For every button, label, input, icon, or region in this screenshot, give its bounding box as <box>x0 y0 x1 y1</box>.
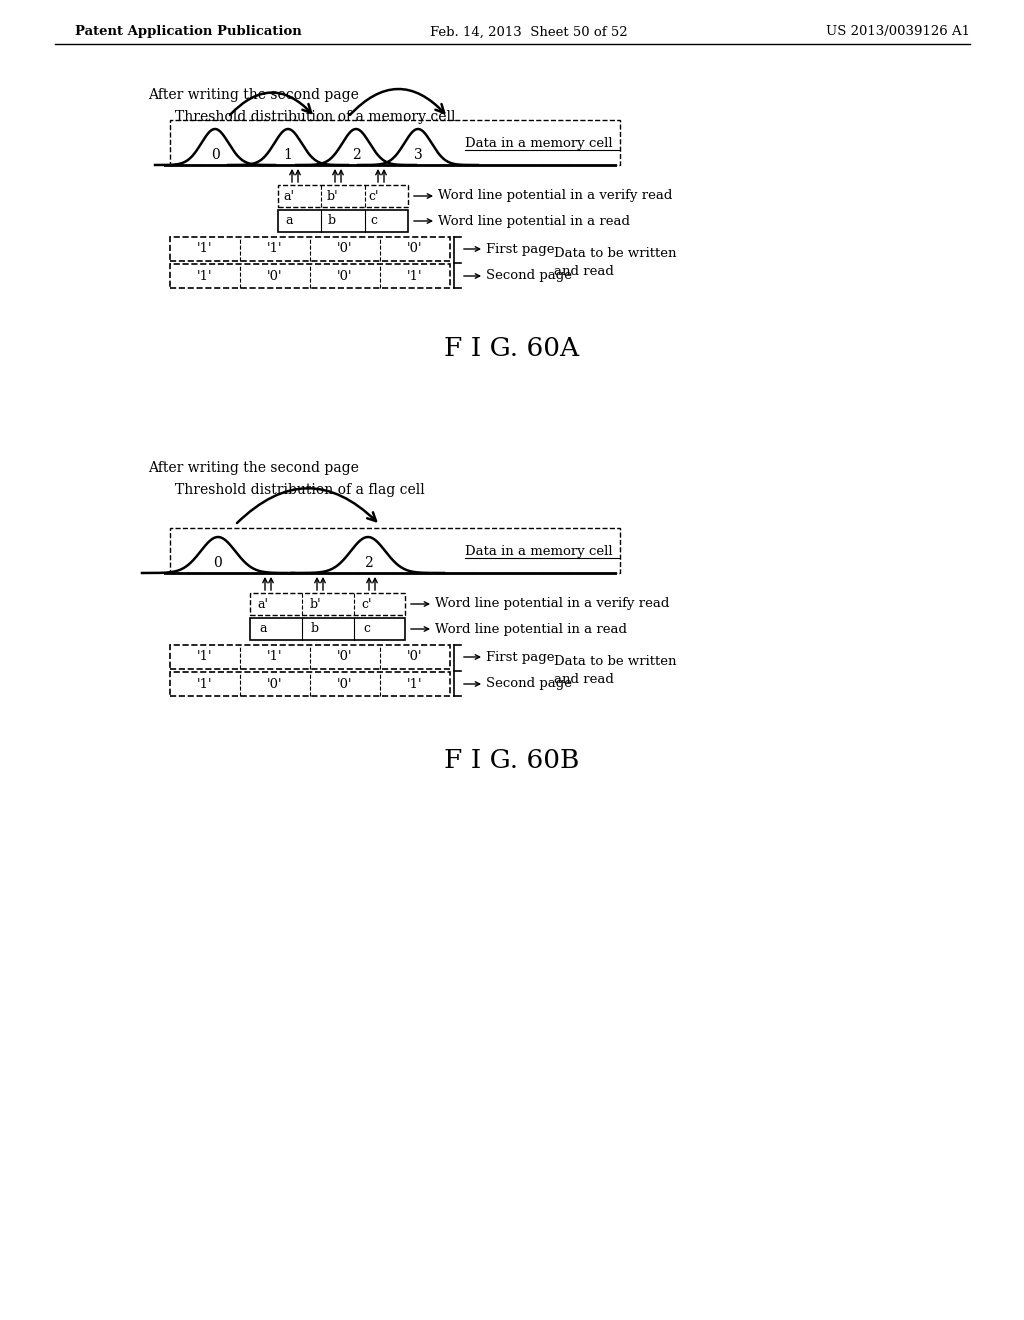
Text: 0: 0 <box>214 556 222 570</box>
Text: Second page: Second page <box>486 269 572 282</box>
Text: '0': '0' <box>337 243 353 256</box>
Text: b': b' <box>327 190 338 202</box>
Text: Threshold distribution of a flag cell: Threshold distribution of a flag cell <box>175 483 425 498</box>
Text: and read: and read <box>554 673 613 686</box>
Text: Data in a memory cell: Data in a memory cell <box>465 136 612 149</box>
Text: b: b <box>328 214 336 227</box>
Text: '1': '1' <box>267 243 283 256</box>
Text: a': a' <box>284 190 295 202</box>
Text: 3: 3 <box>414 148 422 162</box>
Text: a: a <box>259 623 266 635</box>
Text: c: c <box>371 214 378 227</box>
Text: '1': '1' <box>408 269 423 282</box>
Text: Patent Application Publication: Patent Application Publication <box>75 25 302 38</box>
Text: b: b <box>311 623 319 635</box>
Text: F I G. 60A: F I G. 60A <box>444 335 580 360</box>
Text: Word line potential in a read: Word line potential in a read <box>435 623 627 635</box>
Text: '0': '0' <box>267 269 283 282</box>
Bar <box>250 593 406 615</box>
Text: '0': '0' <box>337 651 353 664</box>
Bar <box>170 672 450 696</box>
Text: '0': '0' <box>337 677 353 690</box>
Bar <box>170 264 450 288</box>
Text: After writing the second page: After writing the second page <box>148 461 358 475</box>
Bar <box>278 210 408 232</box>
Text: '0': '0' <box>408 651 423 664</box>
Text: '1': '1' <box>408 677 423 690</box>
Bar <box>170 238 450 261</box>
FancyArrowPatch shape <box>350 88 444 115</box>
Text: '1': '1' <box>198 677 213 690</box>
Text: 2: 2 <box>364 556 373 570</box>
Text: '1': '1' <box>198 651 213 664</box>
FancyArrowPatch shape <box>230 92 311 115</box>
Text: '1': '1' <box>198 269 213 282</box>
Text: c': c' <box>369 190 379 202</box>
Text: a: a <box>286 214 293 227</box>
Text: '0': '0' <box>337 269 353 282</box>
Bar <box>170 528 620 573</box>
Text: '1': '1' <box>267 651 283 664</box>
Text: c': c' <box>361 598 373 610</box>
Text: '0': '0' <box>408 243 423 256</box>
Text: a': a' <box>257 598 268 610</box>
Text: Data to be written: Data to be written <box>554 655 677 668</box>
Text: '1': '1' <box>198 243 213 256</box>
Bar <box>170 120 620 165</box>
Text: First page: First page <box>486 651 555 664</box>
Text: Word line potential in a verify read: Word line potential in a verify read <box>435 598 670 610</box>
Bar <box>170 645 450 669</box>
Bar <box>250 618 406 640</box>
Text: First page: First page <box>486 243 555 256</box>
Text: and read: and read <box>554 265 613 279</box>
Text: US 2013/0039126 A1: US 2013/0039126 A1 <box>826 25 970 38</box>
Text: Data to be written: Data to be written <box>554 247 677 260</box>
Text: Word line potential in a read: Word line potential in a read <box>438 214 630 227</box>
Text: Feb. 14, 2013  Sheet 50 of 52: Feb. 14, 2013 Sheet 50 of 52 <box>430 25 628 38</box>
Text: Second page: Second page <box>486 677 572 690</box>
Bar <box>278 185 408 207</box>
Text: Threshold distribution of a memory cell: Threshold distribution of a memory cell <box>175 110 456 124</box>
FancyArrowPatch shape <box>237 488 376 523</box>
Text: c: c <box>364 623 371 635</box>
Text: F I G. 60B: F I G. 60B <box>444 748 580 774</box>
Text: Data in a memory cell: Data in a memory cell <box>465 544 612 557</box>
Text: b': b' <box>309 598 321 610</box>
Text: 0: 0 <box>211 148 219 162</box>
Text: Word line potential in a verify read: Word line potential in a verify read <box>438 190 673 202</box>
Text: '0': '0' <box>267 677 283 690</box>
Text: 1: 1 <box>284 148 293 162</box>
Text: After writing the second page: After writing the second page <box>148 88 358 102</box>
Text: 2: 2 <box>351 148 360 162</box>
